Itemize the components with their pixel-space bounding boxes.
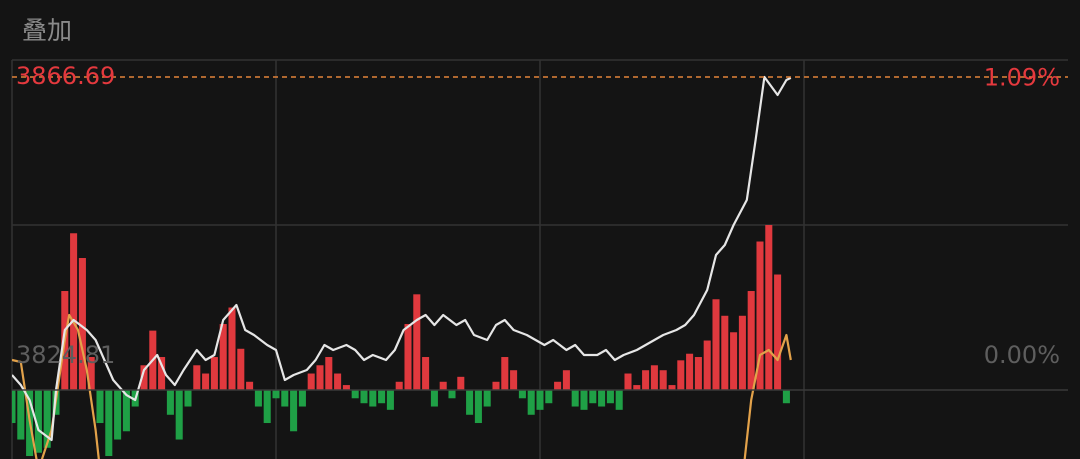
breadth-bar xyxy=(721,315,729,391)
breadth-bar xyxy=(466,390,474,415)
breadth-bar xyxy=(34,390,42,453)
breadth-bar xyxy=(386,390,394,410)
breadth-bar xyxy=(105,390,113,457)
breadth-bar xyxy=(659,370,667,391)
breadth-bar xyxy=(184,390,192,407)
breadth-bar xyxy=(334,373,342,391)
breadth-bar xyxy=(518,390,526,399)
index-line xyxy=(12,75,792,442)
breadth-bar xyxy=(686,353,694,391)
breadth-bar xyxy=(158,357,166,391)
breadth-bar xyxy=(404,324,412,391)
breadth-bar xyxy=(712,299,720,391)
breadth-bar xyxy=(738,315,746,391)
breadth-bar xyxy=(202,373,210,391)
y2-tick-label: 0.00% xyxy=(984,341,1060,369)
breadth-bar xyxy=(615,390,623,410)
breadth-bar xyxy=(342,385,350,391)
breadth-bar xyxy=(668,385,676,391)
breadth-bar xyxy=(650,365,658,391)
breadth-bar xyxy=(589,390,597,404)
breadth-bar xyxy=(325,357,333,391)
breadth-bar xyxy=(307,373,315,391)
breadth-bar xyxy=(272,390,280,399)
y-tick-label: 3824.81 xyxy=(16,341,115,369)
breadth-bar xyxy=(483,390,491,407)
overlay-title: 叠加 xyxy=(22,16,72,45)
breadth-bar xyxy=(298,390,306,407)
breadth-bar xyxy=(12,390,16,424)
breadth-bar xyxy=(774,274,782,391)
breadth-bar xyxy=(492,381,500,391)
breadth-bar xyxy=(351,390,359,399)
breadth-bar xyxy=(430,390,438,407)
breadth-bar xyxy=(598,390,606,407)
breadth-bar xyxy=(422,357,430,391)
breadth-bar xyxy=(166,390,174,415)
breadth-bar xyxy=(562,370,570,391)
breadth-bar xyxy=(96,390,104,424)
breadth-bar xyxy=(360,390,368,404)
breadth-bar xyxy=(545,390,553,404)
breadth-bar xyxy=(43,390,51,448)
breadth-bar xyxy=(114,390,122,440)
breadth-bar xyxy=(765,225,773,391)
breadth-bar xyxy=(140,365,148,391)
breadth-bar xyxy=(782,390,790,404)
breadth-bar xyxy=(633,385,641,391)
breadth-bar xyxy=(448,390,456,399)
breadth-bar xyxy=(219,324,227,391)
breadth-bar xyxy=(457,376,465,391)
breadth-bar xyxy=(263,390,271,424)
breadth-bar xyxy=(281,390,289,407)
breadth-bar xyxy=(175,390,183,440)
breadth-bar xyxy=(756,241,764,391)
breadth-bar xyxy=(501,357,509,391)
frame xyxy=(11,59,1068,459)
breadth-bar xyxy=(527,390,535,415)
breadth-bar xyxy=(571,390,579,407)
breadth-bar xyxy=(228,307,236,391)
breadth-bar xyxy=(677,360,685,391)
breadth-bar xyxy=(246,381,254,391)
breadth-bar xyxy=(413,294,421,391)
breadth-bar xyxy=(290,390,298,432)
breadth-bar xyxy=(237,348,245,391)
breadth-bar xyxy=(606,390,614,404)
breadth-bar xyxy=(694,357,702,391)
y-tick-label: 3866.69 xyxy=(16,62,115,90)
breadth-bar xyxy=(510,370,518,391)
breadth-bar xyxy=(747,291,755,391)
breadth-bar xyxy=(580,390,588,410)
breadth-bar xyxy=(439,381,447,391)
breadth-bar xyxy=(210,357,218,391)
breadth-bar xyxy=(17,390,25,440)
breadth-bar xyxy=(474,390,482,424)
breadth-bar xyxy=(193,365,201,391)
breadth-bar xyxy=(254,390,262,407)
breadth-bar xyxy=(316,365,324,391)
breadth-bar xyxy=(703,340,711,391)
overlay-line xyxy=(12,313,792,459)
breadth-bar xyxy=(369,390,377,407)
breadth-bar xyxy=(87,357,95,391)
breadth-bar xyxy=(554,381,562,391)
breadth-bar xyxy=(395,381,403,391)
breadth-bar xyxy=(122,390,130,432)
breadth-bar xyxy=(536,390,544,410)
breadth-bar xyxy=(70,233,78,391)
breadth-bar xyxy=(624,373,632,391)
plot-area xyxy=(12,75,792,459)
breadth-bar xyxy=(378,390,386,404)
y2-tick-label: 1.09% xyxy=(984,63,1060,91)
breadth-bar xyxy=(730,332,738,391)
breadth-bar xyxy=(78,258,86,391)
breadth-bar xyxy=(642,370,650,391)
